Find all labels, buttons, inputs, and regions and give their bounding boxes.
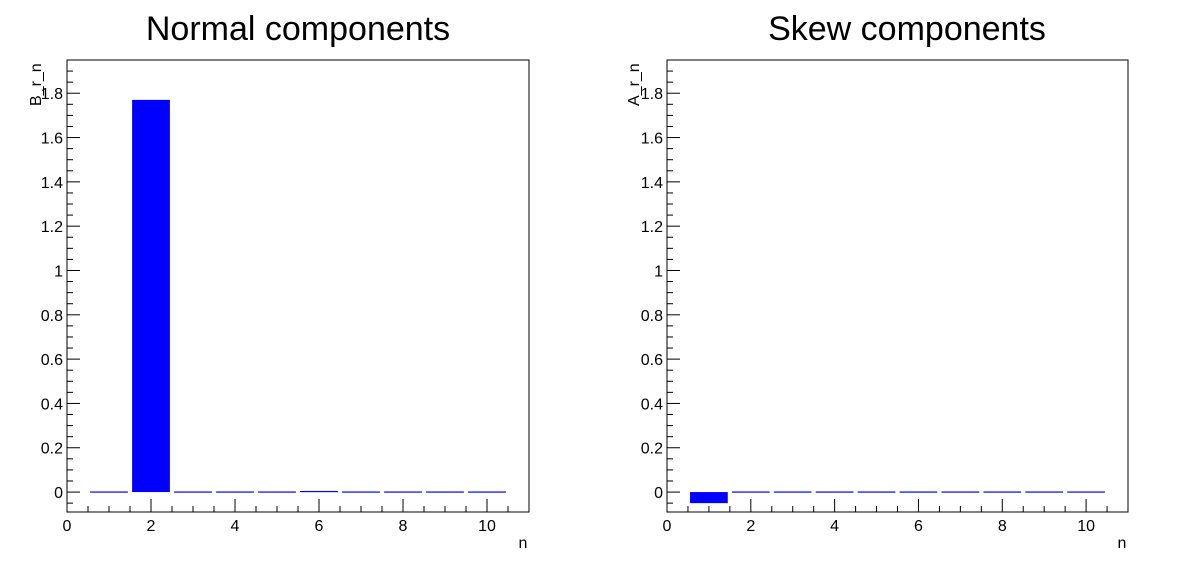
y-tick-label-1: 0.8 [41,308,63,325]
x-tick-label-2: 10 [1077,518,1095,535]
y-tick-label-2: 0 [654,485,663,502]
y-tick-label-1: 1.2 [41,219,63,236]
y-tick-label-2: 0.8 [641,308,663,325]
x-tick-label-1: 8 [399,518,408,535]
bar-1-n3 [174,491,212,493]
bar-1-n5 [258,491,296,493]
y-tick-label-1: 1.4 [41,175,63,192]
y-tick-label-2: 0.4 [641,396,663,413]
plot-frame-2 [666,59,1129,513]
bar-2-n3 [773,491,812,493]
bar-2-n4 [815,491,854,493]
y-axis-label-1: B_r_n [28,63,45,106]
bar-1-n9 [426,491,464,493]
bar-2-n2 [731,491,770,493]
y-axis-label-2: A_r_n [626,63,643,106]
y-tick-label-1: 0.2 [41,441,63,458]
y-tick-label-2: 1.6 [641,131,663,148]
y-tick-label-1: 0 [54,485,63,502]
x-axis-label-1: n [519,535,528,552]
x-tick-label-1: 4 [231,518,240,535]
bar-2-n8 [983,491,1022,493]
x-tick-label-2: 0 [663,518,672,535]
bar-1-n2 [132,99,170,493]
y-tick-label-2: 1 [654,263,663,280]
x-tick-label-2: 6 [914,518,923,535]
bar-1-n10 [468,491,506,493]
y-tick-label-2: 0.6 [641,352,663,369]
y-tick-label-1: 1.8 [41,86,63,103]
y-tick-label-1: 0.6 [41,352,63,369]
x-tick-label-2: 2 [746,518,755,535]
y-tick-label-2: 1.4 [641,175,663,192]
bar-1-n4 [216,491,254,493]
y-tick-label-1: 0.4 [41,396,63,413]
chart-title-2: Skew components [768,10,1046,48]
bar-2-n5 [857,491,896,493]
bar-1-n8 [384,491,422,493]
y-tick-label-2: 1.8 [641,86,663,103]
x-tick-label-1: 10 [478,518,496,535]
y-tick-label-1: 1 [54,263,63,280]
x-axis-label-2: n [1118,535,1127,552]
x-tick-label-1: 0 [63,518,72,535]
y-tick-label-2: 1.2 [641,219,663,236]
x-tick-label-1: 2 [147,518,156,535]
x-tick-label-2: 8 [998,518,1007,535]
bar-2-n9 [1025,491,1064,493]
chart-title-1: Normal components [146,10,450,48]
bar-2-n7 [941,491,980,493]
y-tick-label-1: 1.6 [41,131,63,148]
x-tick-label-1: 6 [315,518,324,535]
y-tick-label-2: 0.2 [641,441,663,458]
bar-2-n10 [1067,491,1105,493]
bar-2-n6 [899,491,938,493]
bar-1-n7 [342,491,380,493]
bar-1-n1 [90,491,128,493]
bar-2-n1 [690,492,728,504]
bar-1-n6 [300,490,338,493]
x-tick-label-2: 4 [830,518,839,535]
